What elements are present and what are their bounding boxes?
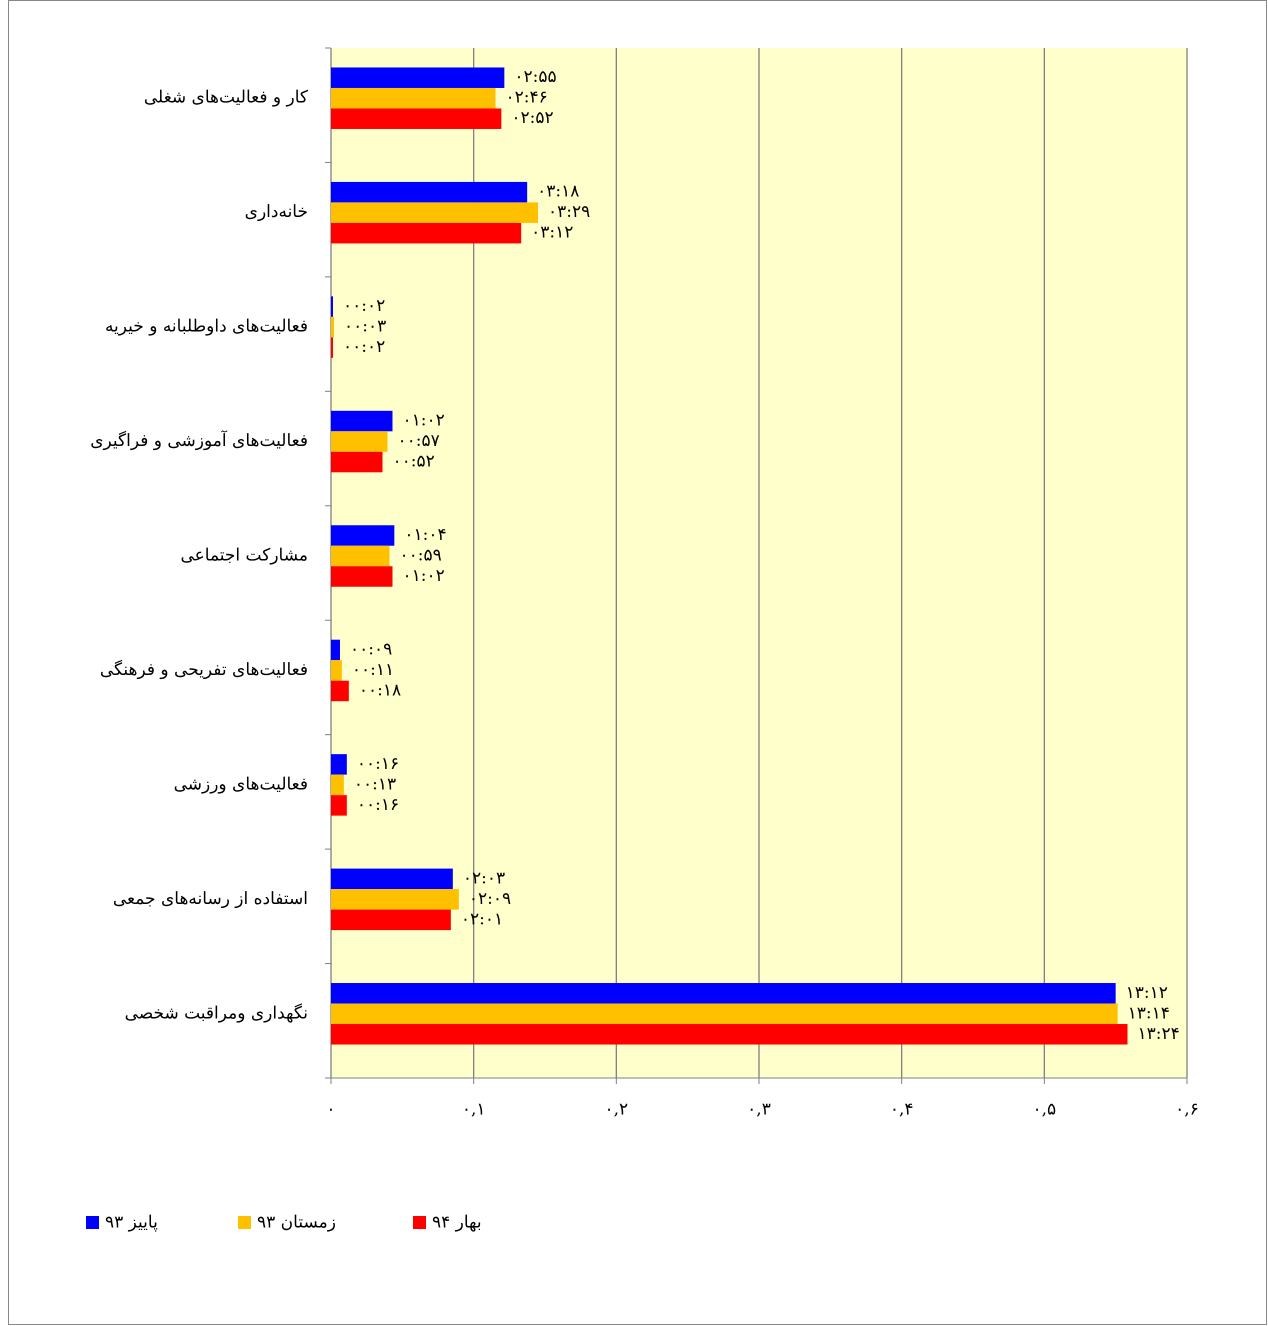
bar <box>331 889 459 910</box>
value-label: ۰۲:۴۶ <box>505 88 547 108</box>
bar <box>331 202 539 223</box>
x-tick-label: ۰,۴ <box>890 1100 914 1120</box>
bar <box>331 680 349 702</box>
bar <box>331 983 1116 1004</box>
bar <box>331 795 347 816</box>
bar <box>331 410 393 432</box>
bar <box>331 337 333 358</box>
bar <box>331 222 522 244</box>
category-label: فعالیت‌های داوطلبانه و خیریه <box>105 317 308 337</box>
value-label: ۰۰:۱۸ <box>359 680 401 700</box>
value-label: ۰۲:۰۹ <box>469 889 511 909</box>
x-tick-label: ۰ <box>326 1100 335 1120</box>
value-label: ۰۰:۰۲ <box>343 296 385 316</box>
value-label: ۰۱:۰۲ <box>402 411 444 431</box>
category-label: فعالیت‌های ورزشی <box>174 774 308 794</box>
value-label: ۰۰:۱۶ <box>357 795 399 815</box>
legend-swatch <box>238 1216 251 1229</box>
x-tick-label: ۰,۱ <box>462 1100 486 1120</box>
value-label: ۰۳:۲۹ <box>548 202 590 222</box>
value-label: ۰۰:۵۷ <box>397 431 439 451</box>
value-label: ۰۰:۵۹ <box>399 546 441 566</box>
value-label: ۰۳:۱۸ <box>537 182 579 202</box>
bar <box>331 181 528 203</box>
category-label: خانه‌داری <box>245 202 308 222</box>
category-label: فعالیت‌های آموزشی و فراگیری <box>90 429 308 451</box>
bar <box>331 87 496 109</box>
x-tick-label: ۰,۵ <box>1032 1100 1056 1120</box>
value-label: ۰۰:۱۶ <box>357 754 399 774</box>
category-label: نگهداری ومراقبت شخصی <box>125 1002 308 1023</box>
value-label: ۰۲:۵۵ <box>514 67 556 87</box>
bar <box>331 1024 1128 1045</box>
legend-swatch <box>413 1216 426 1229</box>
legend-label: زمستان ۹۳ <box>257 1213 336 1233</box>
value-label: ۰۲:۵۲ <box>511 108 553 128</box>
category-label: فعالیت‌های تفریحی و فرهنگی <box>100 659 308 680</box>
value-label: ۰۰:۱۳ <box>354 774 396 794</box>
value-label: ۰۱:۰۲ <box>402 566 444 586</box>
bar <box>331 525 395 546</box>
value-label: ۰۱:۰۴ <box>404 525 446 545</box>
value-label: ۰۰:۱۱ <box>352 660 394 680</box>
bar <box>331 566 393 587</box>
bar <box>331 868 453 890</box>
bar <box>331 639 340 661</box>
bar <box>331 67 505 88</box>
x-tick-label: ۰,۶ <box>1175 1100 1199 1120</box>
bar <box>331 451 383 473</box>
category-label: کار و فعالیت‌های شغلی <box>144 88 309 108</box>
bar <box>331 431 388 452</box>
bar <box>331 296 333 317</box>
value-label: ۱۳:۲۴ <box>1138 1024 1180 1044</box>
category-label: استفاده از رسانه‌های جمعی <box>113 889 308 909</box>
value-label: ۰۰:۵۲ <box>393 452 435 472</box>
value-label: ۰۰:۰۲ <box>343 337 385 357</box>
bar <box>331 545 390 567</box>
bar <box>331 1003 1118 1025</box>
legend-label: بهار ۹۴ <box>432 1213 482 1233</box>
value-label: ۱۳:۱۴ <box>1128 1003 1170 1023</box>
legend-label: پاییز ۹۳ <box>105 1213 158 1233</box>
bar <box>331 108 502 129</box>
value-label: ۰۲:۰۱ <box>461 909 503 929</box>
value-label: ۰۰:۰۹ <box>350 639 392 659</box>
bar <box>331 774 344 796</box>
bar <box>331 909 451 931</box>
value-label: ۰۳:۱۲ <box>531 223 573 243</box>
x-tick-label: ۰,۲ <box>604 1100 628 1120</box>
value-label: ۰۰:۰۳ <box>344 317 386 337</box>
legend-swatch <box>86 1216 99 1229</box>
value-label: ۰۲:۰۳ <box>463 868 505 888</box>
bar <box>331 660 342 681</box>
category-label: مشارکت اجتماعی <box>180 546 308 566</box>
value-label: ۱۳:۱۲ <box>1126 983 1168 1003</box>
x-tick-label: ۰,۳ <box>747 1100 771 1120</box>
bar <box>331 754 347 775</box>
bar <box>331 316 334 338</box>
